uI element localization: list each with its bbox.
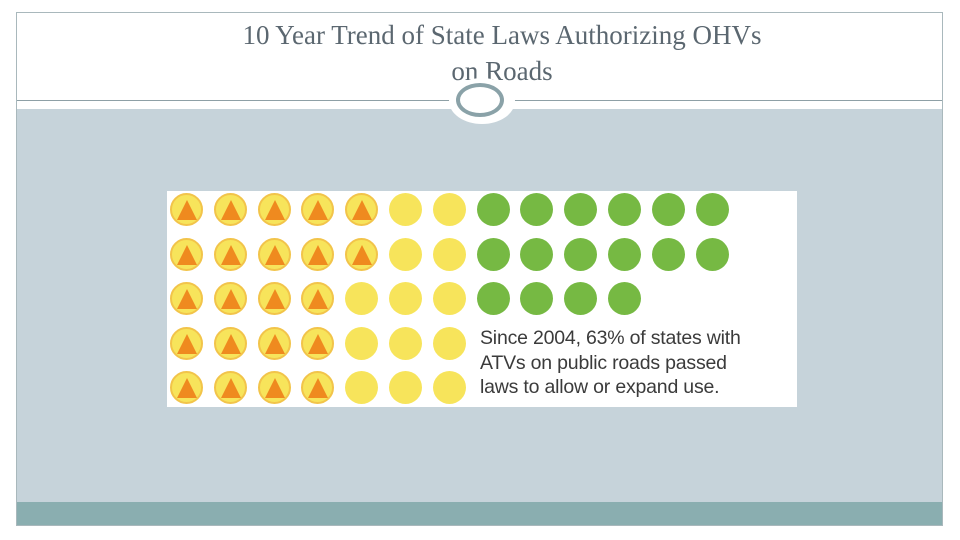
atv-triangle-icon — [170, 371, 203, 404]
state-dot-icon — [432, 282, 466, 315]
state-dot-icon — [389, 371, 422, 404]
state-dot-icon — [432, 326, 466, 360]
caption-line-1: Since 2004, 63% of states with — [480, 327, 741, 349]
slide-title-line-1: 10 Year Trend of State Laws Authorizing … — [242, 20, 762, 50]
atv-triangle-icon — [257, 237, 291, 271]
law-passed-dot-icon — [608, 237, 641, 271]
atv-triangle-icon — [213, 326, 247, 360]
law-passed-dot-icon — [695, 237, 729, 271]
law-passed-dot-icon — [651, 193, 685, 226]
atv-triangle-icon — [170, 193, 203, 226]
infographic-image: Since 2004, 63% of states with ATVs on p… — [167, 191, 797, 407]
atv-triangle-icon — [213, 193, 247, 226]
footer-bar — [17, 502, 942, 525]
law-passed-dot-icon — [476, 237, 510, 271]
law-passed-dot-icon — [651, 237, 685, 271]
state-dot-icon — [389, 326, 422, 360]
atv-triangle-icon — [301, 371, 335, 404]
atv-triangle-icon — [213, 282, 247, 315]
atv-triangle-icon — [301, 282, 335, 315]
state-dot-icon — [345, 282, 379, 315]
atv-triangle-icon — [213, 371, 247, 404]
law-passed-dot-icon — [608, 282, 641, 315]
law-passed-dot-icon — [608, 193, 641, 226]
atv-triangle-icon — [345, 193, 379, 226]
state-dot-icon — [432, 371, 466, 404]
atv-triangle-icon — [257, 326, 291, 360]
atv-triangle-icon — [345, 237, 379, 271]
caption-line-3: laws to allow or expand use. — [480, 376, 720, 398]
state-dot-icon — [389, 237, 422, 271]
law-passed-dot-icon — [520, 193, 554, 226]
caption-line-2: ATVs on public roads passed — [480, 351, 727, 374]
atv-triangle-icon — [170, 326, 203, 360]
atv-triangle-icon — [170, 237, 203, 271]
atv-triangle-icon — [301, 193, 335, 226]
law-passed-dot-icon — [520, 237, 554, 271]
atv-triangle-icon — [257, 193, 291, 226]
law-passed-dot-icon — [695, 193, 729, 226]
atv-triangle-icon — [301, 237, 335, 271]
law-passed-dot-icon — [564, 282, 598, 315]
atv-triangle-icon — [257, 282, 291, 315]
law-passed-dot-icon — [476, 282, 510, 315]
law-passed-dot-icon — [564, 193, 598, 226]
state-dot-icon — [389, 282, 422, 315]
state-dot-icon — [432, 237, 466, 271]
law-passed-dot-icon — [520, 282, 554, 315]
state-dot-icon — [389, 193, 422, 226]
law-passed-dot-icon — [476, 193, 510, 226]
infographic-caption: Since 2004, 63% of states with ATVs on p… — [480, 326, 780, 400]
divider-ornament-ring — [456, 83, 504, 117]
law-passed-dot-icon — [564, 237, 598, 271]
atv-triangle-icon — [213, 237, 247, 271]
atv-triangle-icon — [257, 371, 291, 404]
atv-triangle-icon — [170, 282, 203, 315]
atv-triangle-icon — [301, 326, 335, 360]
state-dot-icon — [345, 371, 379, 404]
state-dot-icon — [345, 326, 379, 360]
state-dot-icon — [432, 193, 466, 226]
